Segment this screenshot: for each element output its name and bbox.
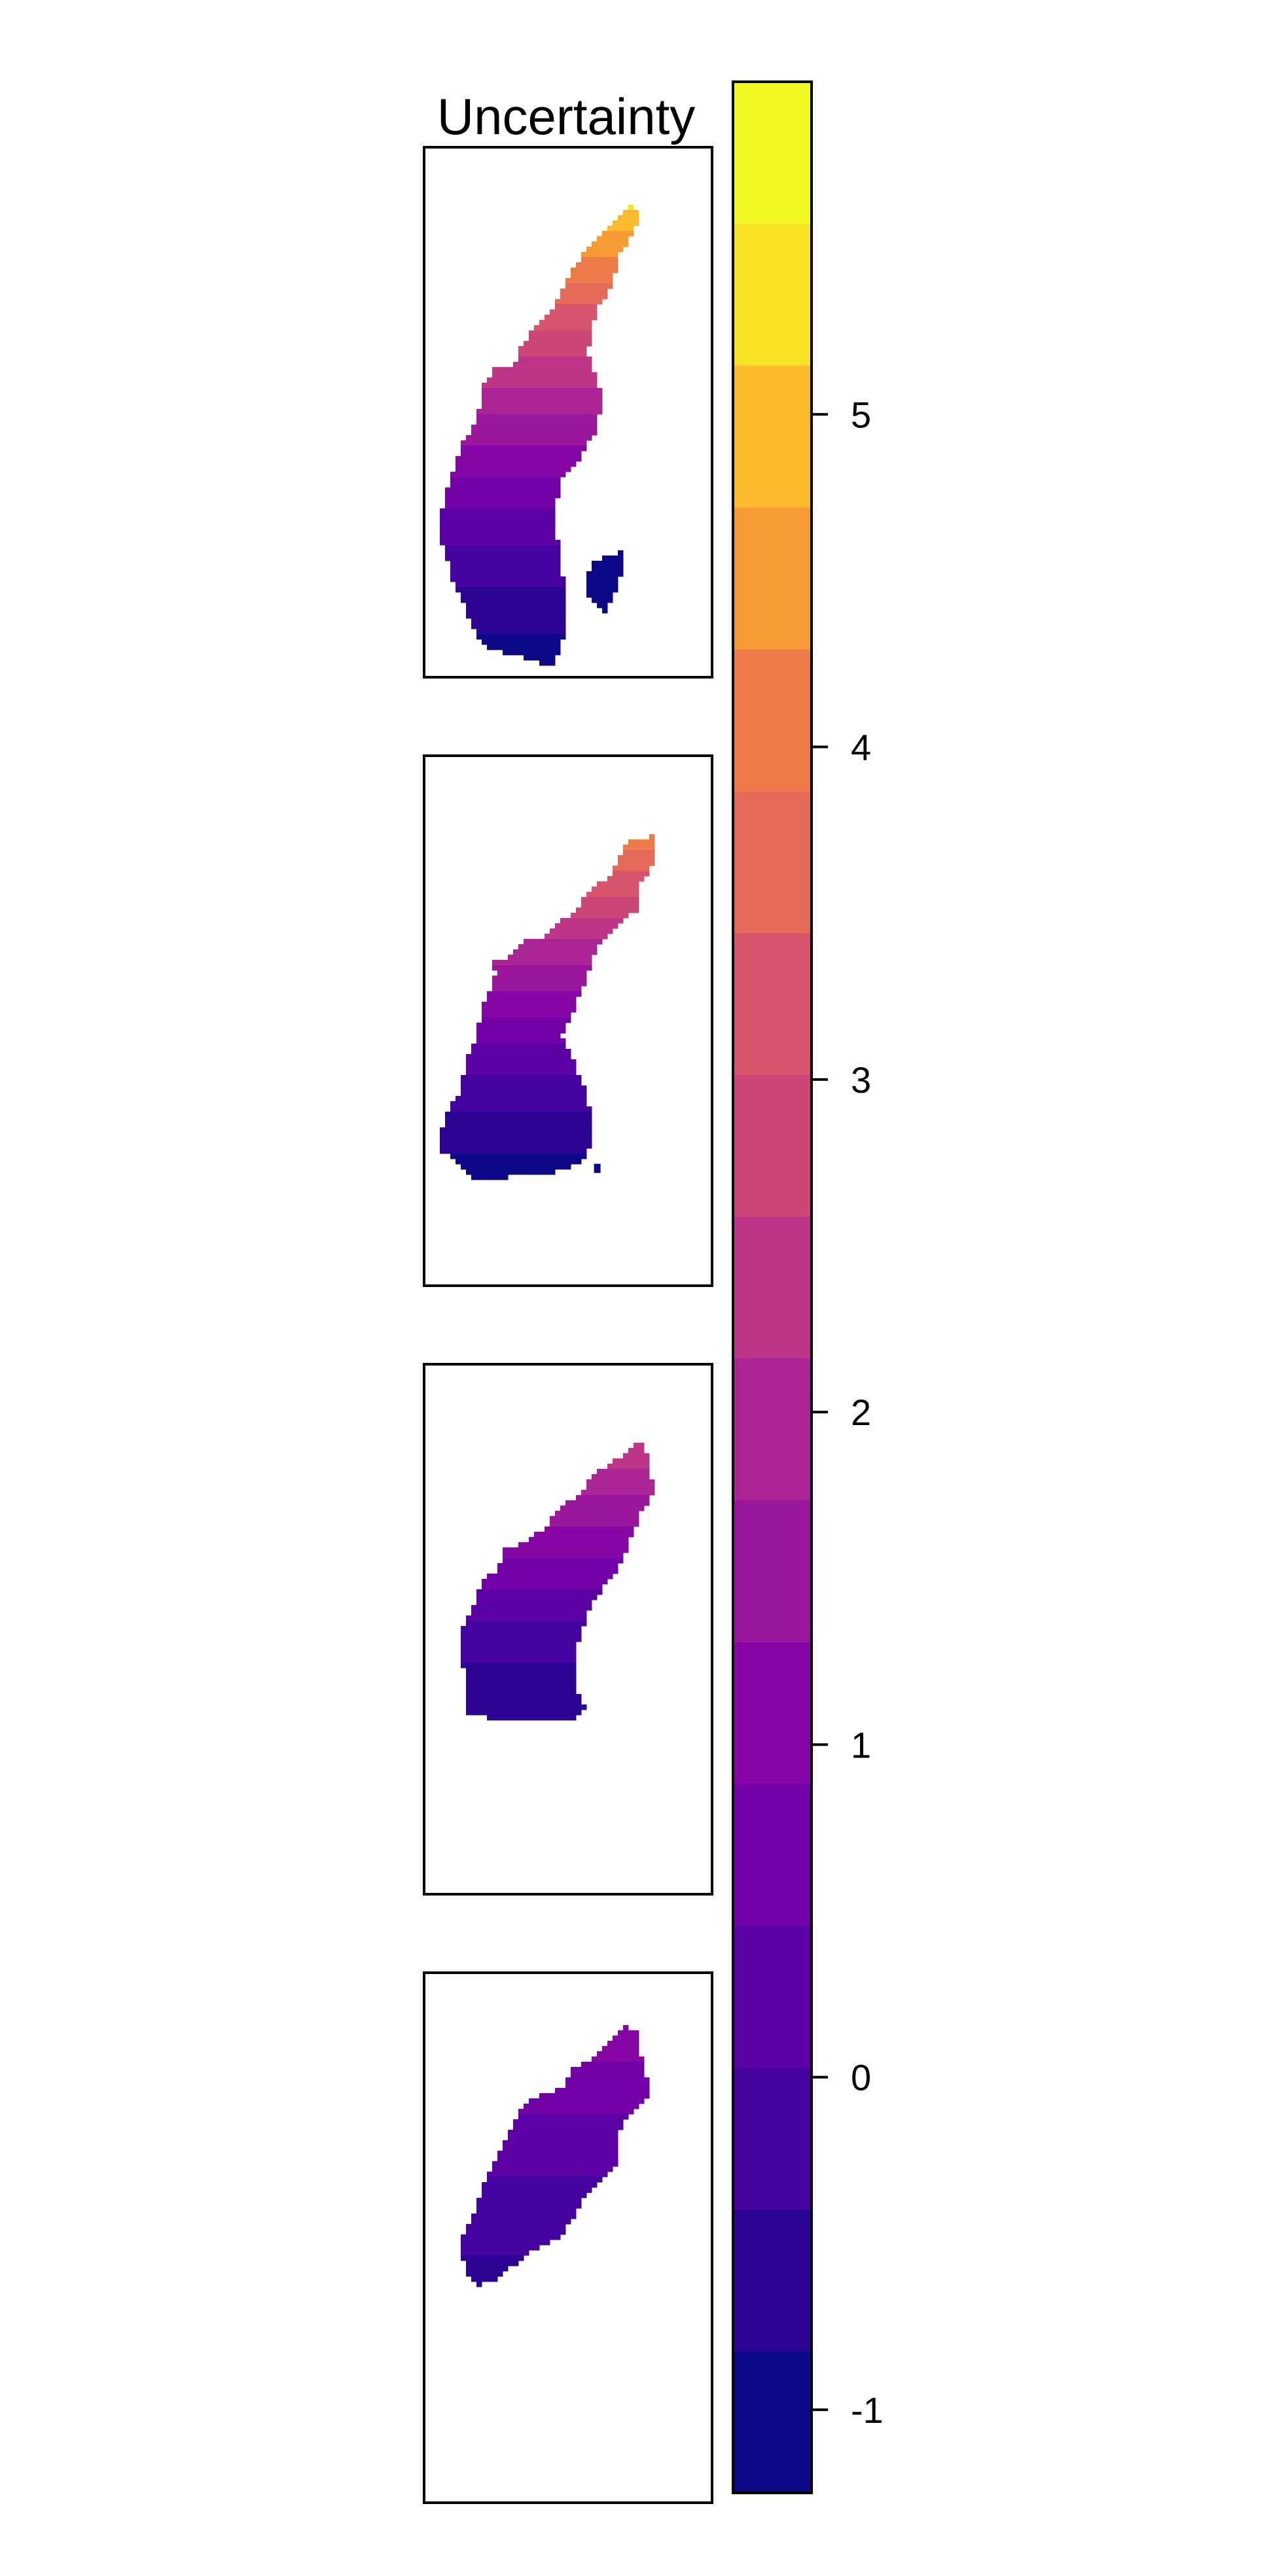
colorbar-tick-label: 2 bbox=[851, 1392, 871, 1433]
colorbar-band bbox=[733, 2209, 812, 2352]
colorbar-band bbox=[733, 1925, 812, 2068]
map-panel-3 bbox=[423, 1363, 713, 1896]
map-panel-1 bbox=[423, 146, 713, 679]
colorbar-band bbox=[733, 1500, 812, 1643]
colorbar-tick-label: 1 bbox=[851, 1724, 871, 1765]
colorbar-band bbox=[733, 1216, 812, 1359]
colorbar-frame bbox=[732, 80, 813, 2494]
map-panel-2 bbox=[423, 754, 713, 1287]
colorbar-band bbox=[733, 2351, 812, 2494]
colorbar-band bbox=[733, 932, 812, 1075]
colorbar-tick-label: 5 bbox=[851, 394, 871, 435]
colorbar-band bbox=[733, 223, 812, 366]
colorbar-band bbox=[733, 365, 812, 508]
map-panel-4 bbox=[423, 1971, 713, 2504]
map-panel-frame bbox=[423, 754, 713, 1287]
map-panel-frame bbox=[423, 1363, 713, 1896]
colorbar-band bbox=[733, 1642, 812, 1784]
chart-title: Uncertainty bbox=[437, 88, 696, 145]
colorbar-tick-label: 0 bbox=[851, 2057, 871, 2098]
colorbar-tick-label: -1 bbox=[851, 2390, 884, 2431]
map-panel-frame bbox=[423, 1971, 713, 2504]
colorbar-band bbox=[733, 507, 812, 650]
colorbar-band bbox=[733, 2067, 812, 2210]
map-panels bbox=[423, 146, 713, 2504]
colorbar-band bbox=[733, 790, 812, 934]
colorbar-band bbox=[733, 1784, 812, 1926]
map-panel-frame bbox=[423, 146, 713, 679]
colorbar: -1 0 1 2 3 4 5 bbox=[732, 80, 884, 2494]
colorbar-band bbox=[733, 82, 812, 224]
colorbar-band bbox=[733, 1074, 812, 1217]
colorbar-tick-label: 4 bbox=[851, 727, 871, 768]
colorbar-tick-label: 3 bbox=[851, 1059, 871, 1101]
colorbar-band bbox=[733, 649, 812, 792]
colorbar-band bbox=[733, 1358, 812, 1501]
